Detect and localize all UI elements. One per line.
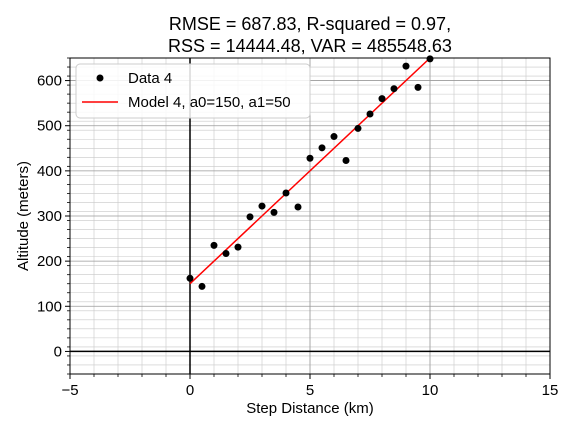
legend-box	[75, 63, 311, 119]
y-tick-label: 400	[37, 163, 62, 180]
legend-label-data-4: Data 4	[128, 70, 172, 87]
y-tick-label: 100	[37, 298, 62, 315]
y-tick-label: 0	[54, 343, 62, 360]
x-tick-label: −5	[61, 382, 78, 399]
data-point	[426, 55, 434, 63]
data-point	[366, 110, 374, 118]
data-point	[210, 241, 218, 249]
data-point	[390, 85, 398, 93]
legend-label-model-4: Model 4, a0=150, a1=50	[128, 94, 291, 111]
model-fit-line	[189, 57, 431, 285]
y-tick-label: 300	[37, 208, 62, 225]
data-point	[222, 249, 230, 257]
chart-title-line-2: RSS = 14444.48, VAR = 485548.63	[168, 36, 452, 56]
chart-title-line-1: RMSE = 687.83, R-squared = 0.97,	[169, 14, 451, 34]
legend-marker-data-4	[96, 74, 104, 82]
ticks: −5 0 5 10 15 0 100 200 300 400 500 600	[37, 57, 559, 399]
data-point	[402, 62, 410, 70]
data-point	[354, 124, 362, 132]
data-point	[330, 133, 338, 141]
x-tick-label: 5	[306, 382, 314, 399]
data-point	[294, 203, 302, 211]
data-point	[342, 156, 350, 164]
x-tick-label: 10	[422, 382, 439, 399]
data-point	[186, 274, 194, 282]
x-tick-label: 15	[542, 382, 559, 399]
y-tick-label: 600	[37, 73, 62, 90]
y-tick-label: 200	[37, 253, 62, 270]
data-point	[378, 95, 386, 103]
data-point	[246, 213, 254, 221]
data-point	[282, 189, 290, 197]
series-layer	[186, 55, 434, 290]
x-tick-label: 0	[186, 382, 194, 399]
y-axis-label: Altitude (meters)	[15, 161, 32, 271]
data-point	[306, 154, 314, 162]
y-tick-label: 500	[37, 118, 62, 135]
data-point	[258, 202, 266, 210]
x-axis-label: Step Distance (km)	[246, 400, 374, 417]
data-point	[414, 83, 422, 91]
legend: Data 4 Model 4, a0=150, a1=50	[75, 63, 311, 119]
data-point	[270, 208, 278, 216]
data-point	[234, 243, 242, 251]
data-point	[318, 144, 326, 152]
data-point	[198, 282, 206, 290]
